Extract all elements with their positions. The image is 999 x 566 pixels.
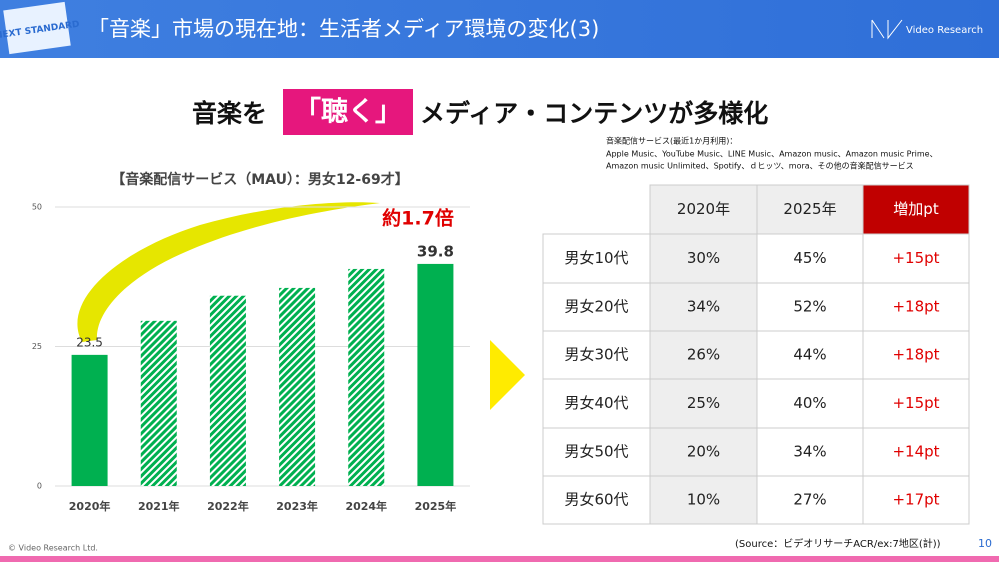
x-tick-label: 2023年 xyxy=(276,499,318,513)
arrow-triangle xyxy=(490,340,525,410)
table-cell xyxy=(862,378,970,429)
table-cell-text: +18pt xyxy=(892,298,939,316)
table-cell-text: 男女20代 xyxy=(564,298,628,316)
table-cell xyxy=(542,330,651,380)
data-label: 39.8 xyxy=(417,242,454,260)
annotation: 約1.7倍 xyxy=(382,207,454,230)
table-header: 2020年 xyxy=(677,200,730,218)
table-cell-text: 男女10代 xyxy=(564,249,628,267)
x-tick-label: 2024年 xyxy=(345,499,387,513)
arrow-curve xyxy=(77,202,381,342)
table-cell-text: +15pt xyxy=(892,249,939,267)
table-cell-text: 52% xyxy=(793,298,826,316)
table-cell-text: 男女60代 xyxy=(564,491,628,509)
table-cell-text: 10% xyxy=(687,491,720,509)
bar xyxy=(140,320,177,486)
table-cell-text: +14pt xyxy=(892,443,939,461)
table-cell-text: 45% xyxy=(793,249,826,267)
source: (Source：ビデオリサーチACR/ex:7地区(計)) xyxy=(735,537,941,550)
bar xyxy=(348,268,385,486)
headline: メディア・コンテンツが多様化 xyxy=(420,99,768,128)
x-tick-label: 2021年 xyxy=(138,499,180,513)
table-header: 増加pt xyxy=(893,200,939,218)
table-cell-text: 26% xyxy=(687,346,720,364)
table-cell xyxy=(756,330,864,380)
table-cell-text: +15pt xyxy=(892,394,939,412)
table-cell-text: 44% xyxy=(793,346,826,364)
table-cell-text: 20% xyxy=(687,443,720,461)
brand: Video Research xyxy=(906,25,983,36)
table-cell xyxy=(649,475,758,525)
table-header: 2025年 xyxy=(783,200,836,218)
y-tick-label: 25 xyxy=(32,342,42,351)
x-tick-label: 2025年 xyxy=(415,499,457,513)
table-cell xyxy=(862,330,970,380)
table-cell-text: 40% xyxy=(793,394,826,412)
table-cell xyxy=(756,475,864,525)
table-cell xyxy=(649,330,758,380)
table-cell-text: 27% xyxy=(793,491,826,509)
bar xyxy=(417,263,454,486)
table-cell xyxy=(542,378,651,429)
header-title: 「音楽」市場の現在地：生活者メディア環境の変化(3) xyxy=(88,17,599,41)
table-cell-text: 30% xyxy=(687,249,720,267)
headline-highlight: 「聴く」 xyxy=(294,96,402,128)
table-cell xyxy=(756,378,864,429)
bar xyxy=(71,354,108,486)
table-cell-text: +18pt xyxy=(892,346,939,364)
table-cell-text: 34% xyxy=(793,443,826,461)
table-cell xyxy=(542,427,651,477)
table-cell-text: 男女30代 xyxy=(564,346,628,364)
y-tick-label: 50 xyxy=(32,203,42,212)
footer-bar xyxy=(0,556,999,562)
table-cell-text: 男女50代 xyxy=(564,443,628,461)
table-header-cell xyxy=(649,184,758,235)
bar xyxy=(209,295,246,486)
table-cell-text: 男女40代 xyxy=(564,394,628,412)
header-bar xyxy=(0,0,999,58)
table-cell-text: 25% xyxy=(687,394,720,412)
table-cell xyxy=(862,475,970,525)
x-tick-label: 2020年 xyxy=(69,499,111,513)
table-cell xyxy=(649,378,758,429)
data-label: 23.5 xyxy=(76,335,103,349)
table-cell xyxy=(542,282,651,332)
table-cell xyxy=(756,282,864,332)
table-cell-text: 34% xyxy=(687,298,720,316)
note: 音楽配信サービス(最近1か月利用)： xyxy=(606,136,737,146)
table-header-cell xyxy=(756,184,864,235)
note: Apple Music、YouTube Music、LINE Music、Ama… xyxy=(606,150,938,159)
table-cell-text: +17pt xyxy=(892,491,939,509)
page-number: 10 xyxy=(978,537,992,550)
table-cell xyxy=(862,282,970,332)
note: Amazon music Unlimited、Spotify、ｄヒッツ、mora… xyxy=(606,161,914,171)
headline: 音楽を xyxy=(192,99,267,128)
highlight-box xyxy=(283,89,413,135)
copyright: © Video Research Ltd. xyxy=(8,544,98,553)
badge-flag xyxy=(3,1,71,55)
table-header-cell xyxy=(862,184,970,235)
y-tick-label: 0 xyxy=(37,482,42,491)
x-tick-label: 2022年 xyxy=(207,499,249,513)
bar xyxy=(279,287,316,486)
table-cell xyxy=(649,282,758,332)
chart-title: 【音楽配信サービス（MAU）：男女12-69才】 xyxy=(111,171,408,188)
table-cell xyxy=(862,233,970,284)
brand-logo xyxy=(871,19,903,40)
